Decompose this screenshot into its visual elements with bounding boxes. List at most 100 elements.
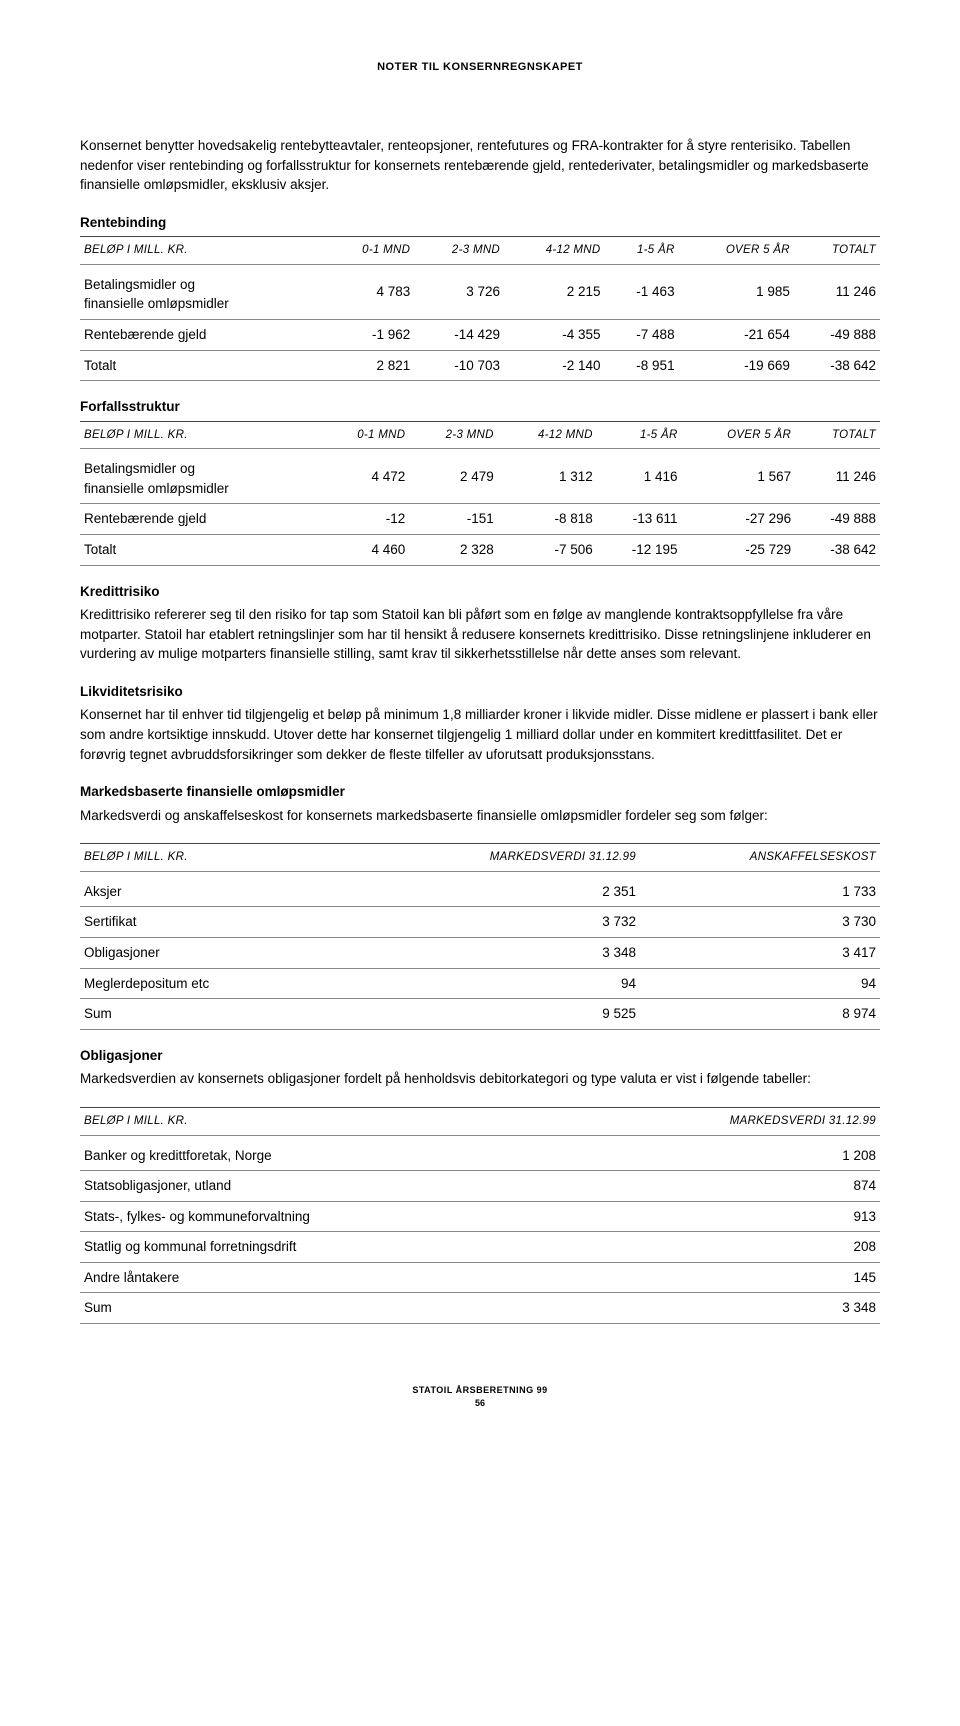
cell: -12 — [321, 504, 409, 535]
table3-label-col: BELØP I MILL. KR. — [80, 844, 400, 872]
table1-col2: 4-12 MND — [504, 237, 605, 265]
cell: -2 140 — [504, 350, 605, 381]
row-label: Statlig og kommunal forretningsdrift — [80, 1232, 640, 1263]
table1-title: Rentebinding — [80, 213, 880, 233]
row-label: Sum — [80, 999, 400, 1030]
cell: 913 — [640, 1201, 880, 1232]
row-label: Sum — [80, 1293, 640, 1324]
table-row: Totalt 2 821 -10 703 -2 140 -8 951 -19 6… — [80, 350, 880, 381]
cell: 1 208 — [640, 1135, 880, 1171]
oblig-title: Obligasjoner — [80, 1046, 880, 1066]
row-label: Rentebærende gjeld — [80, 319, 325, 350]
cell: 11 246 — [794, 264, 880, 319]
row-label: Obligasjoner — [80, 938, 400, 969]
table3-col1: ANSKAFFELSESKOST — [640, 844, 880, 872]
cell: 1 416 — [597, 449, 682, 504]
table2-title: Forfallsstruktur — [80, 397, 880, 417]
intro-paragraph: Konsernet benytter hovedsakelig rentebyt… — [80, 136, 880, 195]
row-label: Andre låntakere — [80, 1262, 640, 1293]
cell: -1 463 — [605, 264, 679, 319]
cell: -7 506 — [498, 535, 597, 566]
table1-col1: 2-3 MND — [414, 237, 504, 265]
kredittrisiko-body: Kredittrisiko refererer seg til den risi… — [80, 607, 871, 661]
table-obligasjoner: BELØP I MILL. KR. MARKEDSVERDI 31.12.99 … — [80, 1107, 880, 1324]
kredittrisiko-title: Kredittrisiko — [80, 582, 880, 602]
cell: 1 985 — [679, 264, 794, 319]
cell: 145 — [640, 1262, 880, 1293]
cell: 4 460 — [321, 535, 409, 566]
cell: 11 246 — [795, 449, 880, 504]
cell: -12 195 — [597, 535, 682, 566]
table-row: Totalt 4 460 2 328 -7 506 -12 195 -25 72… — [80, 535, 880, 566]
cell: 94 — [400, 968, 640, 999]
table4-col0: MARKEDSVERDI 31.12.99 — [640, 1107, 880, 1135]
cell: -8 951 — [605, 350, 679, 381]
row-label: Banker og kredittforetak, Norge — [80, 1135, 640, 1171]
oblig-body: Markedsverdien av konsernets obligasjone… — [80, 1071, 811, 1086]
table1-col3: 1-5 ÅR — [605, 237, 679, 265]
table-row: Statlig og kommunal forretningsdrift 208 — [80, 1232, 880, 1263]
row-label: Aksjer — [80, 871, 400, 907]
cell: -38 642 — [794, 350, 880, 381]
cell: 2 479 — [409, 449, 497, 504]
table2-col0: 0-1 MND — [321, 421, 409, 449]
cell: -25 729 — [682, 535, 796, 566]
cell: 4 472 — [321, 449, 409, 504]
cell: 3 726 — [414, 264, 504, 319]
row-label: Betalingsmidler og finansielle omløpsmid… — [80, 449, 321, 504]
cell: -13 611 — [597, 504, 682, 535]
table-row: Sertifikat 3 732 3 730 — [80, 907, 880, 938]
cell: 8 974 — [640, 999, 880, 1030]
cell: -21 654 — [679, 319, 794, 350]
table2-col1: 2-3 MND — [409, 421, 497, 449]
cell: 4 783 — [325, 264, 415, 319]
likviditet-body: Konsernet har til enhver tid tilgjengeli… — [80, 707, 878, 761]
table-forfallsstruktur: BELØP I MILL. KR. 0-1 MND 2-3 MND 4-12 M… — [80, 421, 880, 566]
cell: 2 328 — [409, 535, 497, 566]
table1-col5: TOTALT — [794, 237, 880, 265]
table-row: Obligasjoner 3 348 3 417 — [80, 938, 880, 969]
table-row: Rentebærende gjeld -12 -151 -8 818 -13 6… — [80, 504, 880, 535]
table2-col3: 1-5 ÅR — [597, 421, 682, 449]
table-row: Betalingsmidler og finansielle omløpsmid… — [80, 264, 880, 319]
marked-title: Markedsbaserte finansielle omløpsmidler — [80, 782, 880, 802]
table-row: Andre låntakere 145 — [80, 1262, 880, 1293]
cell: -27 296 — [682, 504, 796, 535]
table-markedsbaserte: BELØP I MILL. KR. MARKEDSVERDI 31.12.99 … — [80, 843, 880, 1029]
cell: 3 348 — [400, 938, 640, 969]
row-label: Betalingsmidler og finansielle omløpsmid… — [80, 264, 325, 319]
table1-label-col: BELØP I MILL. KR. — [80, 237, 325, 265]
table2-col4: OVER 5 ÅR — [682, 421, 796, 449]
row-label: Sertifikat — [80, 907, 400, 938]
cell: -7 488 — [605, 319, 679, 350]
cell: 1 733 — [640, 871, 880, 907]
table-row: Banker og kredittforetak, Norge 1 208 — [80, 1135, 880, 1171]
cell: 9 525 — [400, 999, 640, 1030]
cell: 2 351 — [400, 871, 640, 907]
table3-col0: MARKEDSVERDI 31.12.99 — [400, 844, 640, 872]
cell: -49 888 — [795, 504, 880, 535]
row-label: Stats-, fylkes- og kommuneforvaltning — [80, 1201, 640, 1232]
table-rentebinding: BELØP I MILL. KR. 0-1 MND 2-3 MND 4-12 M… — [80, 236, 880, 381]
table2-col5: TOTALT — [795, 421, 880, 449]
cell: 874 — [640, 1171, 880, 1202]
likviditet-title: Likviditetsrisiko — [80, 682, 880, 702]
cell: -10 703 — [414, 350, 504, 381]
cell: -4 355 — [504, 319, 605, 350]
table1-col4: OVER 5 ÅR — [679, 237, 794, 265]
cell: 1 567 — [682, 449, 796, 504]
marked-body: Markedsverdi og anskaffelseskost for kon… — [80, 808, 768, 823]
cell: 2 215 — [504, 264, 605, 319]
row-label: Totalt — [80, 535, 321, 566]
table4-label-col: BELØP I MILL. KR. — [80, 1107, 640, 1135]
table-row: Sum 3 348 — [80, 1293, 880, 1324]
table-row: Aksjer 2 351 1 733 — [80, 871, 880, 907]
row-label: Meglerdepositum etc — [80, 968, 400, 999]
cell: -8 818 — [498, 504, 597, 535]
cell: -14 429 — [414, 319, 504, 350]
table2-label-col: BELØP I MILL. KR. — [80, 421, 321, 449]
cell: 3 730 — [640, 907, 880, 938]
cell: 1 312 — [498, 449, 597, 504]
cell: -38 642 — [795, 535, 880, 566]
table-row: Betalingsmidler og finansielle omløpsmid… — [80, 449, 880, 504]
